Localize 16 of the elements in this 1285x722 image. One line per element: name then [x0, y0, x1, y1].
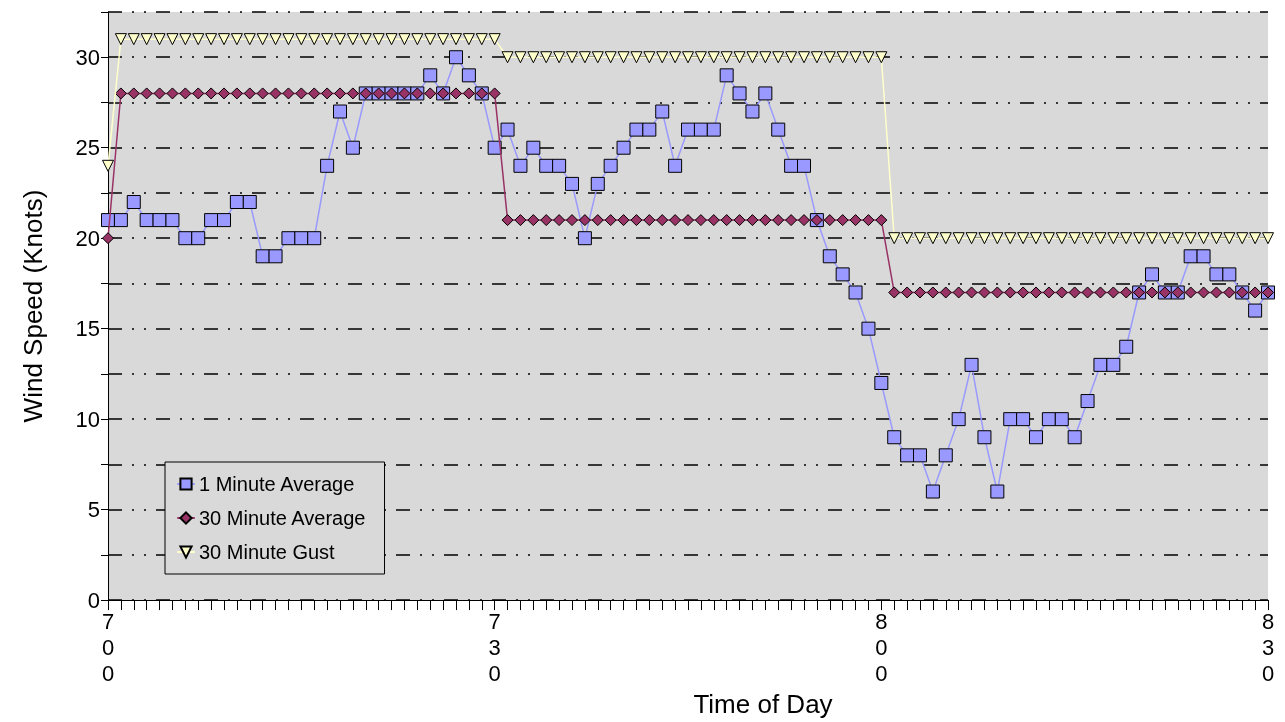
- legend-label: 1 Minute Average: [199, 473, 355, 495]
- y-tick-label: 5: [87, 497, 100, 523]
- x-tick-label: 800: [875, 608, 888, 686]
- y-axis-title: Wind Speed (Knots): [18, 189, 48, 423]
- y-tick-label: 20: [75, 225, 100, 251]
- x-tick-label: 730: [488, 608, 501, 686]
- x-axis-title: Time of Day: [693, 689, 833, 719]
- y-tick-label: 15: [75, 316, 100, 342]
- y-tick-label: 25: [75, 135, 100, 161]
- legend-label: 30 Minute Gust: [199, 541, 336, 563]
- y-tick-label: 10: [75, 406, 100, 432]
- legend-label: 30 Minute Average: [199, 507, 366, 529]
- y-tick-label: 30: [75, 44, 100, 70]
- x-tick-label: 700: [101, 608, 115, 686]
- x-tick-label: 830: [1261, 608, 1275, 686]
- y-tick-label: 0: [87, 587, 100, 613]
